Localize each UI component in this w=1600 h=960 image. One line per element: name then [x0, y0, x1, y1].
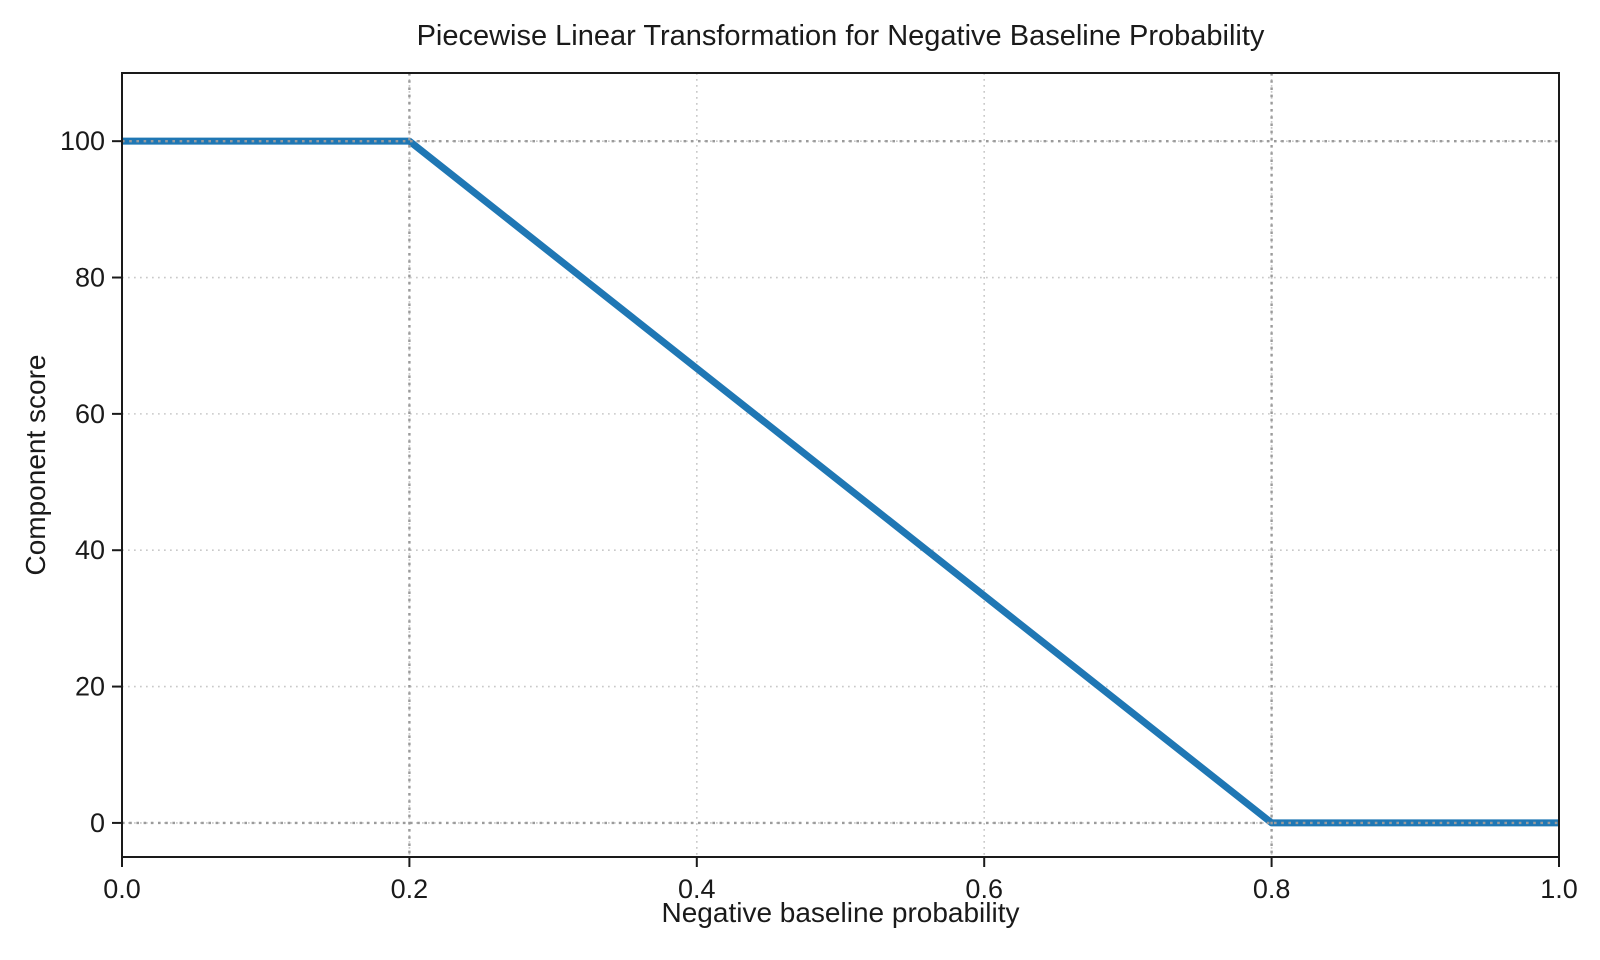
- y-tick-label: 0: [90, 808, 105, 838]
- y-tick-label: 60: [75, 399, 105, 429]
- x-tick-label: 1.0: [1540, 874, 1578, 904]
- y-tick-label: 20: [75, 672, 105, 702]
- series-line: [122, 137, 1559, 827]
- x-tick-label: 0.6: [965, 874, 1003, 904]
- x-tick-label: 0.2: [391, 874, 429, 904]
- axes-spines: [121, 72, 1560, 858]
- y-tick-label: 100: [60, 126, 105, 156]
- chart-title: Piecewise Linear Transformation for Nega…: [416, 20, 1265, 52]
- x-tick-label: 0.8: [1253, 874, 1291, 904]
- x-tick-label: 0.4: [678, 874, 716, 904]
- y-tick-label: 40: [75, 535, 105, 565]
- x-tick-label: 0.0: [103, 874, 141, 904]
- x-axis-label: Negative baseline probability: [661, 897, 1020, 928]
- y-tick-label: 80: [75, 263, 105, 293]
